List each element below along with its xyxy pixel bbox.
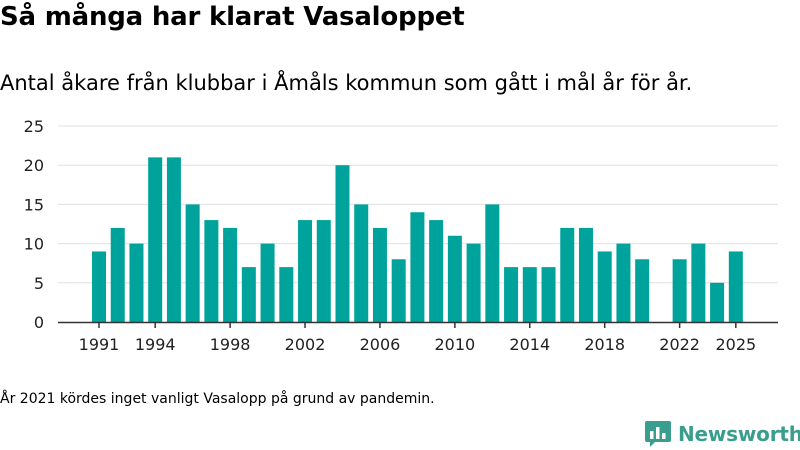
bar-1998	[223, 227, 238, 322]
x-tick-label: 1998	[210, 335, 251, 354]
bar-1995	[166, 157, 181, 322]
bar-2015	[541, 267, 556, 322]
y-tick-label: 25	[24, 117, 44, 136]
bar-1994	[148, 157, 163, 322]
bar-2001	[279, 267, 294, 322]
y-tick-label: 10	[24, 235, 44, 254]
bar-2022	[672, 259, 687, 322]
x-tick-label: 2025	[715, 335, 756, 354]
bar-2013	[504, 267, 519, 322]
bar-2006	[372, 227, 387, 322]
bar-1992	[110, 227, 125, 322]
bar-1997	[204, 220, 219, 322]
bar-2017	[578, 227, 593, 322]
x-tick-label: 2022	[659, 335, 700, 354]
bar-1993	[129, 243, 144, 322]
bar-2011	[466, 243, 481, 322]
bar-2020	[635, 259, 650, 322]
x-tick-label: 1991	[79, 335, 120, 354]
bars	[92, 157, 743, 322]
bar-2019	[616, 243, 631, 322]
bar-1996	[185, 204, 200, 322]
y-tick-label: 5	[34, 274, 44, 293]
x-tick-label: 2014	[509, 335, 550, 354]
bar-2008	[410, 212, 425, 322]
bar-1999	[241, 267, 256, 322]
bar-2012	[485, 204, 500, 322]
brand[interactable]: Newsworthy	[644, 420, 800, 448]
bar-1991	[92, 251, 106, 322]
y-tick-label: 20	[24, 156, 44, 175]
bar-2025	[728, 251, 743, 322]
brand-name: Newsworthy	[678, 422, 800, 446]
bar-2007	[391, 259, 406, 322]
x-tick-label: 2018	[584, 335, 625, 354]
bar-2004	[335, 165, 350, 322]
x-tick-label: 1994	[135, 335, 176, 354]
bar-2002	[298, 220, 313, 322]
y-tick-label: 0	[34, 313, 44, 332]
bar-2010	[447, 235, 462, 322]
bar-2024	[710, 282, 725, 322]
x-tick-label: 2006	[360, 335, 401, 354]
bar-2000	[260, 243, 275, 322]
bar-2016	[560, 227, 575, 322]
bar-2014	[522, 267, 537, 322]
chart-title: Så många har klarat Vasaloppet	[0, 2, 465, 32]
bar-2023	[691, 243, 706, 322]
bar-2005	[354, 204, 369, 322]
bar-2018	[597, 251, 612, 322]
bar-2009	[429, 220, 444, 322]
x-tick-label: 2002	[285, 335, 326, 354]
newsworthy-logo-icon	[645, 421, 671, 447]
footnote: År 2021 kördes inget vanligt Vasalopp på…	[0, 391, 435, 407]
x-tick-label: 2010	[435, 335, 476, 354]
chart-subtitle: Antal åkare från klubbar i Åmåls kommun …	[0, 71, 693, 95]
y-tick-label: 15	[24, 195, 44, 214]
bar-2003	[316, 220, 331, 322]
